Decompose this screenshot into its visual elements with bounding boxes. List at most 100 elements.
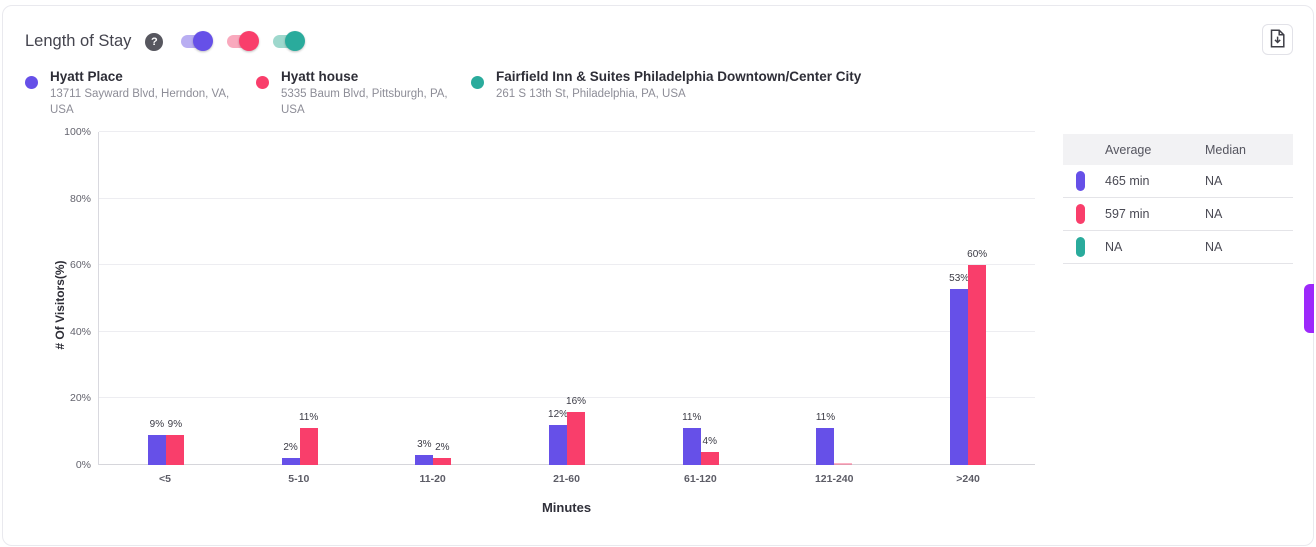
stats-table-header: Average Median — [1063, 134, 1293, 165]
bar[interactable]: 11% — [299, 412, 318, 465]
x-tick-label: 21-60 — [553, 473, 580, 485]
bar-group: 2% 11% — [233, 132, 367, 465]
stats-table: Average Median 465 min NA 597 min NA NA … — [1063, 134, 1293, 264]
legend-item-hyatt-house: Hyatt house 5335 Baum Blvd, Pittsburgh, … — [256, 68, 471, 118]
median-value: NA — [1205, 240, 1223, 254]
bar[interactable]: 2% — [433, 442, 452, 465]
legend-venue-address: 5335 Baum Blvd, Pittsburgh, PA, USA — [281, 88, 448, 116]
legend-dot — [25, 76, 38, 89]
bar-value-label: 12% — [548, 409, 569, 420]
legend-dot — [256, 76, 269, 89]
legend-venue-name: Hyatt Place — [50, 69, 123, 84]
side-panel-tab[interactable] — [1304, 284, 1314, 333]
legend-venue-name: Fairfield Inn & Suites Philadelphia Down… — [496, 69, 862, 84]
y-tick-label: 100% — [64, 126, 91, 138]
bar-chart-plot-area: 9% 9% 2% 11% 3% 2% 12% 16% 11% 4% 11% 53% 60% — [98, 131, 1035, 465]
bar[interactable]: 53% — [949, 273, 969, 465]
venue-color-pill — [1076, 171, 1085, 191]
legend-venue-name: Hyatt house — [281, 69, 359, 84]
bar[interactable]: 3% — [415, 439, 434, 465]
bar-value-label: 4% — [702, 436, 717, 447]
legend-venue-address: 261 S 13th St, Philadelphia, PA, USA — [496, 88, 686, 100]
x-tick-label: 5-10 — [288, 473, 310, 485]
bar-group: 53% 60% — [901, 132, 1035, 465]
legend-dot — [471, 76, 484, 89]
legend: Hyatt Place 13711 Sayward Blvd, Herndon,… — [25, 68, 861, 118]
bar-group: 12% 16% — [500, 132, 634, 465]
venue-color-pill — [1076, 237, 1085, 257]
bar[interactable]: 16% — [566, 396, 586, 465]
median-value: NA — [1205, 174, 1223, 188]
bar-value-label: 60% — [967, 249, 988, 260]
bar[interactable]: 12% — [548, 409, 568, 465]
page-title: Length of Stay — [25, 32, 132, 50]
median-value: NA — [1205, 207, 1223, 221]
table-row: 465 min NA — [1063, 165, 1293, 198]
bar[interactable]: 60% — [967, 249, 987, 465]
y-tick-label: 0% — [75, 459, 91, 471]
length-of-stay-card: Length of Stay ? Hyatt Place 13711 Saywa… — [2, 5, 1314, 546]
average-value: 597 min — [1105, 207, 1150, 221]
toggle-hyatt-house[interactable] — [227, 31, 260, 51]
bar-value-label: 11% — [815, 412, 836, 423]
bar-value-label: 2% — [435, 442, 450, 453]
average-value: 465 min — [1105, 174, 1150, 188]
venue-color-pill — [1076, 204, 1085, 224]
toggle-knob — [193, 31, 214, 51]
file-download-icon — [1269, 28, 1286, 51]
bar[interactable]: 4% — [700, 436, 719, 465]
table-row: 597 min NA — [1063, 198, 1293, 231]
average-column-header: Average — [1105, 142, 1152, 157]
bar-value-label: 9% — [167, 419, 183, 430]
legend-item-hyatt-place: Hyatt Place 13711 Sayward Blvd, Herndon,… — [25, 68, 256, 118]
header: Length of Stay ? — [25, 31, 306, 51]
legend-venue-address: 13711 Sayward Blvd, Herndon, VA, USA — [50, 88, 230, 116]
x-tick-label: 11-20 — [419, 473, 446, 485]
help-icon[interactable]: ? — [145, 32, 164, 51]
gridline — [99, 197, 1035, 199]
toggle-knob — [239, 31, 260, 51]
x-tick-label: 61-120 — [684, 473, 717, 485]
venue-toggles — [181, 31, 306, 51]
x-tick-label: <5 — [158, 473, 171, 485]
bar-value-label: 2% — [283, 442, 298, 453]
bar[interactable]: 2% — [281, 442, 300, 465]
bar[interactable]: 9% — [147, 419, 166, 465]
bar-value-label: 9% — [149, 419, 165, 430]
bar-groups: 9% 9% 2% 11% 3% 2% 12% 16% 11% 4% 11% 53% 60% — [99, 132, 1035, 465]
median-column-header: Median — [1205, 142, 1246, 157]
bar-group: 11% — [768, 132, 902, 465]
bar-value-label: 3% — [417, 439, 432, 450]
average-value: NA — [1105, 240, 1123, 254]
bar-value-label: 16% — [566, 396, 587, 407]
y-tick-label: 60% — [69, 259, 91, 272]
bar-value-label: 11% — [298, 412, 319, 423]
bar-group: 3% 2% — [366, 132, 500, 465]
table-row: NA NA — [1063, 231, 1293, 264]
bar[interactable] — [834, 463, 853, 465]
gridline — [99, 131, 1035, 132]
toggle-hyatt-place[interactable] — [181, 31, 214, 51]
gridline — [99, 397, 1035, 399]
bar[interactable]: 11% — [682, 412, 701, 465]
y-tick-label: 80% — [69, 192, 91, 205]
y-tick-label: 40% — [69, 325, 91, 338]
gridline — [99, 264, 1035, 266]
y-tick-label: 20% — [69, 392, 91, 405]
bar[interactable]: 11% — [816, 412, 835, 465]
toggle-knob — [285, 31, 306, 51]
bar[interactable]: 9% — [165, 419, 184, 465]
legend-item-fairfield-inn: Fairfield Inn & Suites Philadelphia Down… — [471, 68, 861, 118]
bar-group: 11% 4% — [634, 132, 768, 465]
download-button[interactable] — [1262, 24, 1293, 55]
x-tick-label: 121-240 — [814, 473, 854, 485]
bar-group: 9% 9% — [99, 132, 233, 465]
y-axis-ticks: 0% 20% 40% 60% 80% 100% — [31, 126, 91, 471]
bar-value-label: 11% — [682, 412, 702, 423]
x-tick-label: >240 — [956, 473, 980, 485]
x-axis-ticks: <5 5-10 11-20 21-60 61-120 121-240 >240 — [98, 473, 1035, 485]
bar-value-label: 53% — [949, 273, 970, 284]
toggle-fairfield-inn[interactable] — [273, 31, 306, 51]
gridline — [99, 330, 1035, 332]
x-axis-title: Minutes — [541, 500, 592, 515]
